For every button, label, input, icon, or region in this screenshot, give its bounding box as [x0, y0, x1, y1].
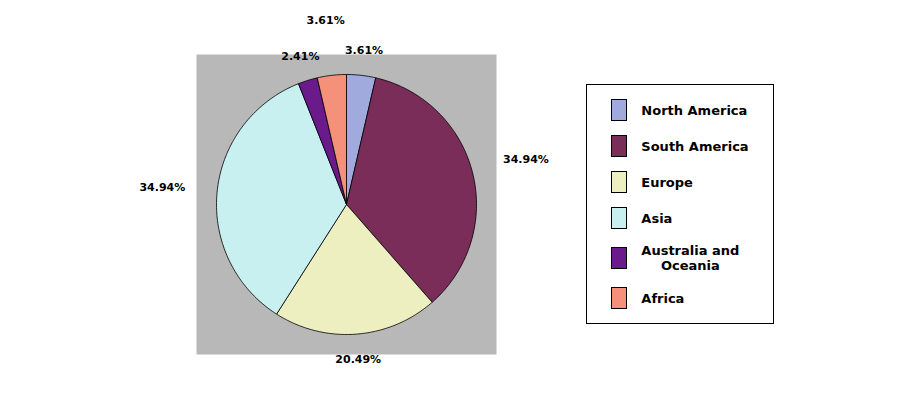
html-text:Asia: Asia — [641, 210, 673, 226]
html-text:Africa: Africa — [641, 290, 685, 306]
html-text:North America: North America — [641, 102, 748, 118]
svg-text:34.94%: 34.94% — [503, 153, 549, 166]
svg-text:3.61%: 3.61% — [307, 14, 345, 27]
html-text:South America: South America — [641, 138, 749, 154]
svg-text:3.61%: 3.61% — [345, 44, 383, 57]
svg-text:34.94%: 34.94% — [140, 180, 186, 193]
svg-text:20.49%: 20.49% — [336, 353, 382, 366]
html-text:Australia and Oceania: Australia and Oceania — [641, 243, 740, 273]
svg-text:2.41%: 2.41% — [282, 50, 320, 63]
html-text:Europe: Europe — [641, 174, 693, 190]
